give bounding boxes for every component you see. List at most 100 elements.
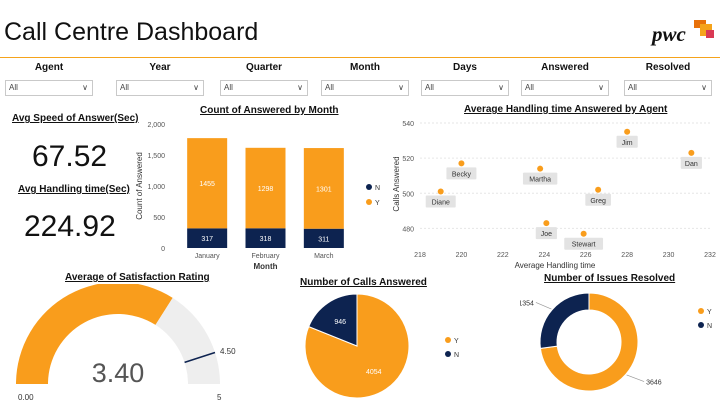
gauge-remaining-arc [155, 297, 220, 384]
point-label: Stewart [572, 242, 596, 249]
x-tick-label: 228 [621, 252, 633, 259]
legend-label: N [707, 323, 712, 330]
bar-segment-n [303, 228, 344, 248]
bar-chart-title: Count of Answered by Month [200, 105, 339, 116]
legend-marker-n [445, 351, 451, 357]
x-tick-label: February [251, 253, 280, 260]
gauge-min-label: 0.00 [18, 393, 34, 402]
legend-marker-n [366, 184, 372, 190]
filter-label: Days [453, 62, 477, 73]
point-label-bg [585, 193, 611, 206]
gauge-value-arc [16, 284, 173, 384]
legend-marker-n [698, 322, 704, 328]
scatter-point [458, 160, 465, 167]
data-label: 318 [260, 236, 272, 243]
slice-y [539, 292, 639, 392]
point-label: Martha [529, 177, 551, 184]
x-axis-label: Month [254, 262, 278, 271]
x-tick-label: 218 [414, 252, 426, 259]
x-axis-label: Average Handling time [515, 261, 596, 270]
bar-segment-y [187, 138, 228, 229]
filter-dropdown[interactable]: All ∨ [116, 80, 204, 96]
y-axis-label: Calls Answered [392, 156, 401, 211]
data-label: 1455 [199, 181, 215, 188]
answered-by-month-bar-chart[interactable]: 0 500 1,000 1,500 2,000 Count of Answered 317 1… [128, 116, 390, 272]
filter-label: Year [149, 62, 171, 73]
x-tick-label: 224 [538, 252, 550, 259]
y-tick-label: 520 [402, 156, 414, 163]
y-tick-label: 480 [402, 226, 414, 233]
gauge-max-label: 5 [217, 393, 222, 402]
chevron-down-icon: ∨ [297, 83, 303, 92]
chevron-down-icon: ∨ [398, 83, 404, 92]
point-label: Jim [622, 140, 633, 147]
filter-dropdown[interactable]: All ∨ [421, 80, 509, 96]
filter-label: Agent [34, 62, 64, 73]
scatter-point [580, 230, 587, 237]
data-label: 1354 [520, 300, 534, 307]
legend-marker-y [698, 308, 704, 314]
avg-speed-title: Avg Speed of Answer(Sec) [12, 113, 139, 124]
slice-n [308, 293, 358, 347]
x-tick-label: 226 [580, 252, 592, 259]
point-label: Diane [432, 200, 450, 207]
filter-resolved: Resolved All ∨ [624, 62, 712, 96]
y-tick-label: 1,500 [147, 153, 165, 160]
filter-dropdown[interactable]: All ∨ [321, 80, 409, 96]
point-label-bg [564, 237, 604, 250]
filter-agent: Agent All ∨ [5, 62, 93, 96]
y-axis-label: Count of Answered [135, 152, 144, 220]
filter-label: Month [350, 62, 380, 73]
handling-time-scatter-chart[interactable]: 480 500 520 540 218 220 222 224 226 228 230 232 Call… [388, 116, 718, 274]
chevron-down-icon: ∨ [193, 83, 199, 92]
gauge-value-label: 3.40 [92, 358, 145, 388]
filter-year: Year All ∨ [116, 62, 204, 96]
data-label: 4054 [366, 369, 382, 376]
scatter-point [688, 149, 695, 156]
filter-dropdown[interactable]: All ∨ [5, 80, 93, 96]
data-label: 1298 [258, 186, 274, 193]
x-tick-label: 232 [704, 252, 716, 259]
bar-segment-y [245, 147, 286, 229]
data-label: 317 [201, 236, 213, 243]
chevron-down-icon: ∨ [701, 83, 707, 92]
avg-speed-value: 67.52 [32, 140, 108, 173]
legend-label: Y [375, 200, 380, 207]
legend-label: Y [454, 338, 459, 345]
scatter-point [595, 186, 602, 193]
x-tick-label: 220 [456, 252, 468, 259]
filter-dropdown[interactable]: All ∨ [220, 80, 308, 96]
issues-resolved-donut-chart[interactable]: 3646 1354 YN [520, 286, 720, 406]
legend-label: Y [707, 309, 712, 316]
x-tick-label: 222 [497, 252, 509, 259]
y-tick-label: 1,000 [147, 184, 165, 191]
point-label: Joe [541, 231, 552, 238]
scatter-point [624, 128, 631, 135]
point-label: Becky [452, 171, 472, 178]
scatter-point [543, 220, 550, 227]
filter-dropdown[interactable]: All ∨ [521, 80, 609, 96]
logo-text: pwc [652, 22, 686, 46]
legend-label: N [375, 185, 380, 192]
data-label: 946 [334, 319, 346, 326]
point-label-bg [616, 135, 638, 148]
legend-marker-y [445, 337, 451, 343]
calls-answered-pie-chart[interactable]: 4054 946 YN [295, 290, 470, 402]
avg-handling-value: 224.92 [24, 210, 116, 243]
filter-month: Month All ∨ [321, 62, 409, 96]
filter-dropdown[interactable]: All ∨ [624, 80, 712, 96]
header-divider [0, 57, 720, 58]
avg-handling-title: Avg Handling time(Sec) [18, 184, 130, 195]
filter-label: Quarter [245, 62, 283, 73]
chevron-down-icon: ∨ [82, 83, 88, 92]
x-tick-label: 230 [663, 252, 675, 259]
legend-marker-y [366, 199, 372, 205]
x-tick-label: January [195, 253, 220, 260]
y-tick-label: 500 [153, 215, 165, 222]
logo-mark-icon [694, 20, 714, 38]
pie-title: Number of Calls Answered [300, 277, 427, 288]
chevron-down-icon: ∨ [598, 83, 604, 92]
y-tick-label: 2,000 [147, 122, 165, 129]
y-tick-label: 0 [161, 246, 165, 253]
satisfaction-gauge[interactable]: 4.50 3.40 0.00 5 [0, 284, 250, 406]
